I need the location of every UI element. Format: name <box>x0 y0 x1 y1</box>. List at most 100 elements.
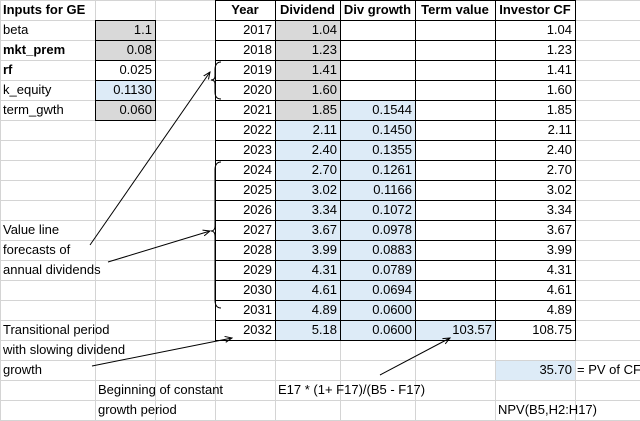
cell-border <box>340 20 416 41</box>
cell-text: NPV(B5,H2:H17) <box>498 402 597 417</box>
cell-text: 0.025 <box>119 62 152 77</box>
cell-text: 0.0789 <box>372 262 412 277</box>
cell-text: 2.40 <box>312 142 337 157</box>
cell-border <box>415 280 496 301</box>
brace <box>210 61 222 100</box>
cell-text: 0.1355 <box>372 142 412 157</box>
cell-border <box>415 240 496 261</box>
cell-fill <box>275 180 340 200</box>
cell-fill <box>340 200 415 220</box>
cell-text: 3.34 <box>312 202 337 217</box>
cell-text: 2.11 <box>548 122 572 137</box>
cell-border <box>415 200 496 221</box>
cell-fill <box>340 280 415 300</box>
cell-fill <box>95 100 155 120</box>
cell-fill <box>95 20 155 40</box>
cell-border <box>415 100 496 121</box>
cell-text: 0.1544 <box>372 102 412 117</box>
cell-fill <box>275 300 340 320</box>
cell-text: 103.57 <box>452 322 492 337</box>
cell-fill <box>95 80 155 100</box>
cell-text: Beginning of constant <box>98 382 223 397</box>
cell-border <box>495 0 576 21</box>
cell-fill <box>275 60 340 80</box>
cell-text: 0.1261 <box>372 162 412 177</box>
cell-text: E17 * (1+ F17)/(B5 - F17) <box>278 382 425 397</box>
cell-fill <box>275 100 340 120</box>
cell-text: 35.70 <box>539 362 572 377</box>
cell-border <box>415 220 496 241</box>
cell-text: 2030 <box>243 282 272 297</box>
cell-text: forecasts of <box>3 242 71 257</box>
cell-fill <box>275 260 340 280</box>
cell-text: 1.41 <box>547 62 572 77</box>
cell-text: rf <box>3 62 13 77</box>
cell-border <box>340 60 416 81</box>
cell-text: 2027 <box>243 222 272 237</box>
cell-text: 1.60 <box>547 82 572 97</box>
cell-fill <box>275 120 340 140</box>
cell-text: growth <box>3 362 42 377</box>
cell-text: 2021 <box>243 102 272 117</box>
cell-fill <box>95 40 155 60</box>
cell-fill <box>275 80 340 100</box>
cell-text: 0.0883 <box>372 242 412 257</box>
cell-fill <box>495 360 575 380</box>
cell-text: 1.23 <box>312 42 337 57</box>
cell-text: 4.61 <box>547 282 572 297</box>
cell-text: 2019 <box>243 62 272 77</box>
cell-fill <box>275 140 340 160</box>
cell-border <box>415 60 496 81</box>
cell-fill <box>415 320 495 340</box>
cell-fill <box>275 220 340 240</box>
cell-text: 3.99 <box>312 242 337 257</box>
cell-text: 2018 <box>243 42 272 57</box>
cell-fill <box>275 320 340 340</box>
cell-border <box>415 40 496 61</box>
cell-border <box>415 20 496 41</box>
cell-text: 0.08 <box>127 42 152 57</box>
cell-text: Div growth <box>344 2 411 17</box>
cell-text: 2032 <box>243 322 272 337</box>
cell-text: 1.60 <box>312 82 337 97</box>
cell-text: 4.31 <box>312 262 337 277</box>
cell-text: 0.060 <box>119 102 152 117</box>
cell-text: 1.04 <box>547 22 572 37</box>
cell-text: 1.41 <box>312 62 337 77</box>
cell-text: mkt_prem <box>3 42 65 57</box>
cell-fill <box>275 20 340 40</box>
cell-text: 4.89 <box>547 302 572 317</box>
cell-fill <box>275 280 340 300</box>
cell-fill <box>340 100 415 120</box>
cell-text: 2029 <box>243 262 272 277</box>
cell-text: 2.11 <box>313 122 337 137</box>
cell-text: 2.70 <box>312 162 337 177</box>
cell-text: 2.70 <box>547 162 572 177</box>
arrow <box>89 72 210 246</box>
cell-text: 1.23 <box>547 42 572 57</box>
cell-text: 3.67 <box>547 222 572 237</box>
cell-text: Inputs for GE <box>3 2 86 17</box>
cell-border <box>415 120 496 141</box>
cell-text: 2017 <box>243 22 272 37</box>
cell-text: 4.31 <box>547 262 572 277</box>
cell-text: 2023 <box>243 142 272 157</box>
cell-text: 0.1072 <box>372 202 412 217</box>
cell-text: growth period <box>98 402 177 417</box>
cell-text: 2031 <box>243 302 272 317</box>
cell-text: 4.61 <box>312 282 337 297</box>
arrow <box>107 231 210 263</box>
cell-text: 2024 <box>243 162 272 177</box>
cell-text: 0.1450 <box>372 122 412 137</box>
cell-fill <box>340 240 415 260</box>
cell-text: Dividend <box>280 2 335 17</box>
cell-border <box>415 180 496 201</box>
cell-border <box>415 260 496 281</box>
cell-text: Term value <box>421 2 489 17</box>
annotation-shapes <box>89 61 450 376</box>
cell-border <box>340 80 416 101</box>
cell-borders <box>95 0 576 341</box>
cell-text: term_gwth <box>3 102 64 117</box>
cell-text: 0.0694 <box>372 282 412 297</box>
